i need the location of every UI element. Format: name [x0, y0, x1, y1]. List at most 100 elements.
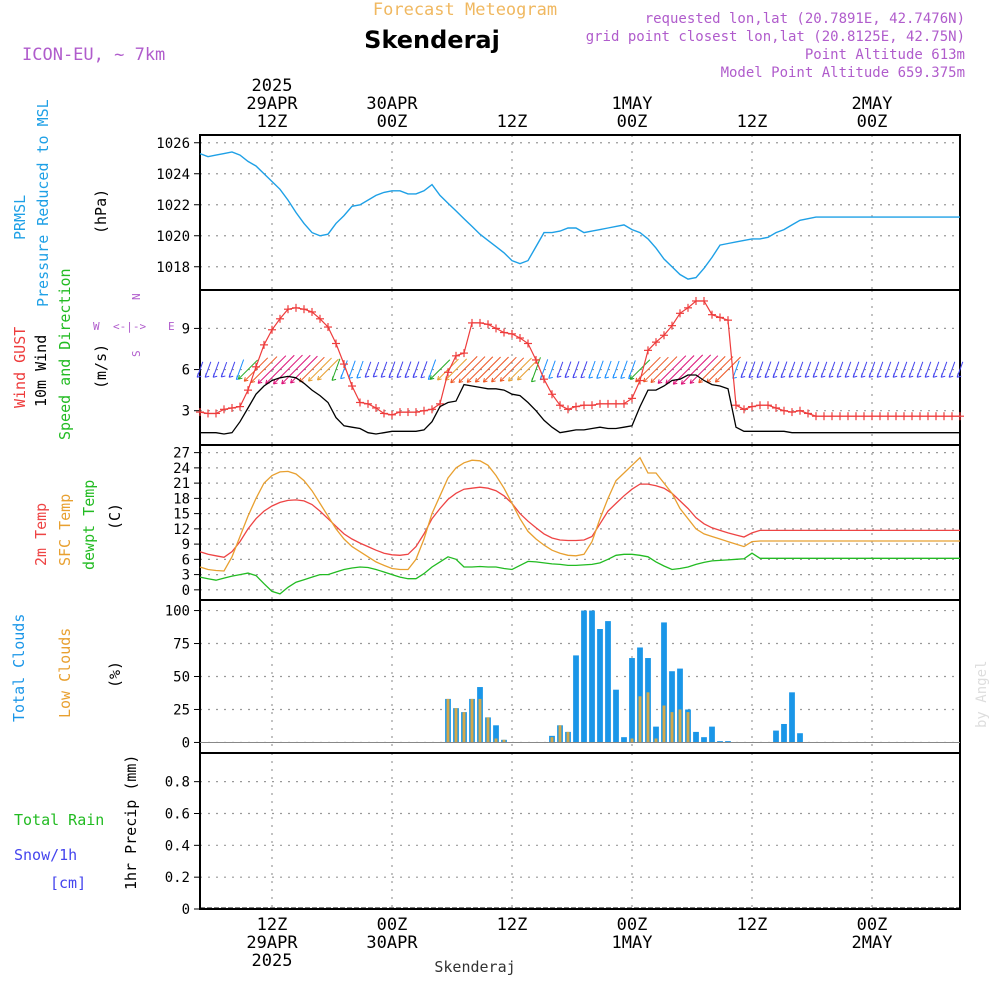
gust-marker	[332, 339, 340, 348]
wind-direction-arrow	[596, 360, 604, 379]
arrow-head	[853, 375, 858, 378]
arrow-head	[957, 375, 962, 378]
low-cloud-bar	[454, 708, 458, 743]
arrow-head	[273, 379, 275, 385]
total-cloud-bar	[693, 731, 699, 743]
gust-marker	[740, 405, 748, 414]
arrow-head	[265, 379, 268, 384]
wind-direction-arrow	[956, 361, 964, 378]
arrow-head	[499, 377, 502, 382]
top-hour-label: 12Z	[497, 112, 528, 132]
arrow-head	[458, 378, 461, 383]
arrow-shaft	[483, 356, 509, 383]
arrow-head	[829, 375, 834, 378]
arrow-head	[643, 380, 648, 383]
ytick-label: 15	[173, 507, 190, 523]
gust-marker	[380, 409, 388, 418]
bottom-hour-label: 00Z	[857, 915, 888, 935]
gust-marker	[700, 296, 708, 305]
low-cloud-bar	[566, 731, 570, 743]
arrow-head	[517, 378, 522, 381]
arrow-head	[629, 375, 632, 380]
arrow-head	[748, 373, 751, 378]
arrow-head	[764, 376, 770, 379]
arrow-head	[221, 375, 226, 378]
wind-direction-arrow	[844, 361, 852, 378]
wind-direction-arrow	[499, 357, 525, 382]
wind-direction-arrow	[629, 359, 651, 380]
wind-direction-arrow	[257, 355, 287, 384]
gust-marker	[628, 394, 636, 403]
arrow-shaft	[491, 356, 517, 383]
top-date-label: 1MAY	[612, 94, 653, 114]
arrow-head	[317, 375, 320, 381]
gust-marker	[220, 405, 228, 414]
wind-direction-arrow	[772, 361, 780, 379]
total-cloud-bar	[677, 668, 683, 743]
wind-direction-arrow	[307, 357, 332, 382]
wind-direction-arrow	[412, 361, 420, 379]
bottom-date-label: 1MAY	[612, 933, 653, 953]
total-cloud-bar	[613, 689, 619, 743]
wind-direction-arrow	[657, 355, 687, 384]
arrow-head	[845, 375, 850, 378]
gust-marker	[404, 408, 412, 417]
gust-marker	[940, 412, 948, 421]
gust-marker	[812, 412, 820, 421]
arrow-shaft	[257, 355, 287, 384]
ytick-label: 6	[182, 363, 190, 379]
arrow-head	[404, 373, 407, 378]
gust-marker	[676, 309, 684, 318]
ytick-label: 0	[182, 735, 190, 751]
location-title: Skenderaj	[364, 26, 500, 54]
wind-direction-arrow	[237, 359, 258, 380]
arrow-head	[917, 375, 922, 378]
arrow-head	[797, 375, 802, 378]
total-cloud-bar	[773, 730, 779, 743]
arrow-shaft	[657, 355, 687, 384]
arrow-head	[531, 380, 536, 383]
arrow-head	[450, 378, 453, 383]
arrow-head	[548, 376, 553, 379]
low-cloud-bar	[670, 712, 674, 743]
arrow-head	[412, 373, 415, 378]
gust-marker	[244, 386, 252, 395]
gust-marker	[716, 313, 724, 322]
arrow-head	[444, 376, 447, 381]
top-hour-label: 00Z	[857, 112, 888, 132]
gust-marker	[636, 376, 644, 385]
arrow-shaft	[643, 356, 669, 383]
gust-marker	[948, 412, 956, 421]
ytick-label: 1018	[156, 260, 190, 276]
wind-direction-arrow	[228, 361, 236, 378]
ytick-label: 0	[182, 583, 190, 599]
gust-marker	[620, 399, 628, 408]
arrow-head	[429, 375, 432, 380]
wind-direction-arrow	[220, 361, 228, 378]
arrow-head	[804, 373, 807, 378]
panels: 1018102010221024102636903691215182124270…	[156, 134, 964, 918]
wind-direction-arrow	[507, 357, 532, 382]
arrow-head	[844, 373, 847, 378]
arrow-head	[740, 373, 743, 378]
arrow-head	[372, 372, 375, 378]
gust-marker	[420, 406, 428, 415]
arrow-head	[756, 373, 759, 378]
arrow-head	[331, 376, 334, 381]
arrow-head	[658, 381, 663, 384]
arrow-head	[657, 379, 660, 384]
wind-direction-arrow	[429, 359, 451, 380]
arrow-head	[772, 376, 778, 379]
arrow-head	[388, 373, 391, 378]
gust-marker	[660, 331, 668, 340]
wind-direction-arrow	[884, 361, 892, 378]
ytick-label: 0.8	[165, 775, 190, 791]
wind-direction-arrow	[876, 361, 884, 378]
ytick-label: 75	[173, 637, 190, 653]
arrow-head	[812, 373, 815, 378]
gust-marker	[836, 412, 844, 421]
snow-label: Snow/1h	[14, 846, 77, 864]
wind-direction-arrow	[852, 361, 860, 378]
